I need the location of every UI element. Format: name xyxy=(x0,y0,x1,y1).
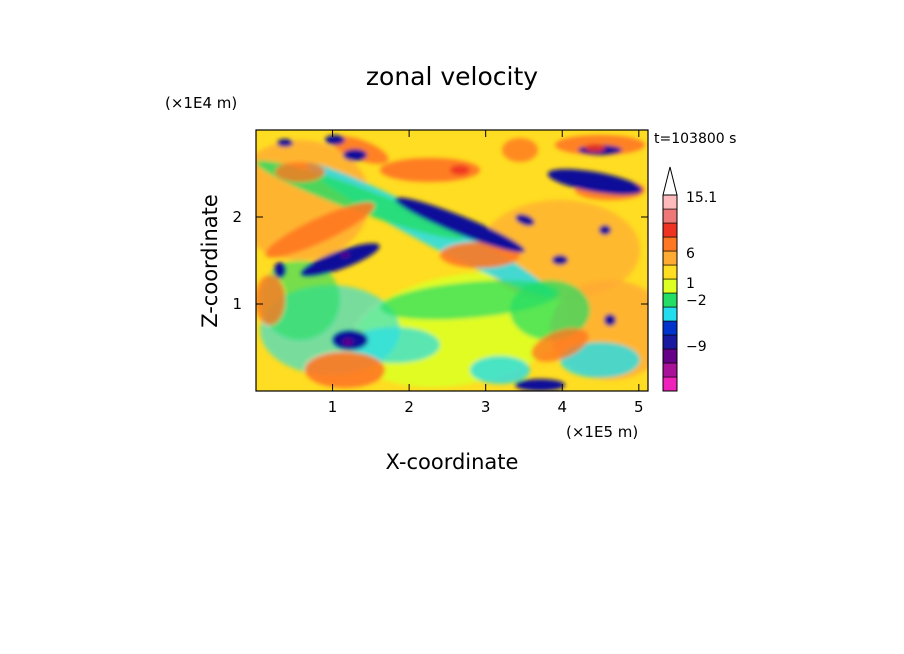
colorbar-swatch xyxy=(662,278,678,294)
contour-region xyxy=(515,214,535,226)
contour-region xyxy=(547,169,643,195)
contour-region xyxy=(380,158,480,182)
contour-region xyxy=(274,262,286,278)
plot-frame xyxy=(255,129,649,392)
contour-region xyxy=(325,135,345,145)
contour-region xyxy=(277,139,293,147)
contour-region xyxy=(531,328,589,362)
x-axis: 1 2 3 4 5 xyxy=(328,130,644,416)
contour-region xyxy=(275,162,325,182)
x-tick-label: 3 xyxy=(481,398,491,416)
colorbar-swatch xyxy=(662,334,678,350)
contour-region xyxy=(599,225,611,235)
colorbar-swatch xyxy=(662,362,678,378)
colorbar-swatch xyxy=(662,376,678,392)
colorbar-label: 6 xyxy=(686,246,695,262)
contour-region xyxy=(343,339,353,345)
contour-region xyxy=(305,352,385,388)
colorbar-swatch xyxy=(662,222,678,238)
colorbar-swatch xyxy=(662,306,678,322)
contour-region xyxy=(265,202,375,258)
field-shapes xyxy=(256,135,648,391)
y-axis-title: Z-coordinate xyxy=(198,194,222,328)
y-unit-label: (×1E4 m) xyxy=(165,94,237,112)
contour-region xyxy=(515,379,565,391)
colorbar-swatch xyxy=(662,292,678,308)
x-tick-label: 4 xyxy=(557,398,567,416)
colorbar-swatch xyxy=(662,250,678,266)
colorbar-swatch xyxy=(662,348,678,364)
colorbar-swatch xyxy=(662,236,678,252)
contour-field xyxy=(256,130,648,391)
y-tick-label: 2 xyxy=(232,208,242,226)
x-tick-label: 2 xyxy=(404,398,414,416)
contour-region xyxy=(300,243,380,277)
colorbar-frame xyxy=(662,194,678,392)
x-tick-label: 1 xyxy=(328,398,338,416)
colorbar: 15.1 6 1−2 −9 xyxy=(662,166,717,392)
colorbar-swatch xyxy=(662,264,678,280)
x-tick-label: 5 xyxy=(634,398,644,416)
contour-region xyxy=(510,280,590,340)
colorbar-label: −9 xyxy=(686,339,707,355)
contour-region xyxy=(552,255,568,265)
colorbar-label: 1 xyxy=(686,276,695,292)
colorbar-label: −2 xyxy=(686,293,707,309)
y-tick-label: 1 xyxy=(232,295,242,313)
colorbar-swatch xyxy=(662,208,678,224)
colorbar-extend-arrow xyxy=(662,166,678,196)
contour-region xyxy=(450,165,470,175)
contour-region xyxy=(440,242,520,268)
contour-region xyxy=(256,275,285,325)
contour-region xyxy=(350,327,440,363)
contour-region xyxy=(604,314,616,326)
colorbar-swatch xyxy=(662,320,678,336)
y-axis: 12 xyxy=(232,208,648,313)
contour-region xyxy=(343,149,367,161)
colorbar-label: 15.1 xyxy=(686,190,717,206)
contour-region xyxy=(560,342,640,378)
contour-region xyxy=(260,260,340,340)
time-label: t=103800 s xyxy=(654,131,736,147)
contour-region xyxy=(395,197,525,253)
contour-region xyxy=(341,253,349,257)
contour-region xyxy=(502,138,538,162)
chart-title: zonal velocity xyxy=(366,62,538,91)
contour-region xyxy=(470,356,530,384)
colorbar-swatch xyxy=(662,194,678,210)
contour-region xyxy=(585,144,605,152)
x-unit-label: (×1E5 m) xyxy=(566,423,638,441)
x-axis-title: X-coordinate xyxy=(386,450,519,474)
